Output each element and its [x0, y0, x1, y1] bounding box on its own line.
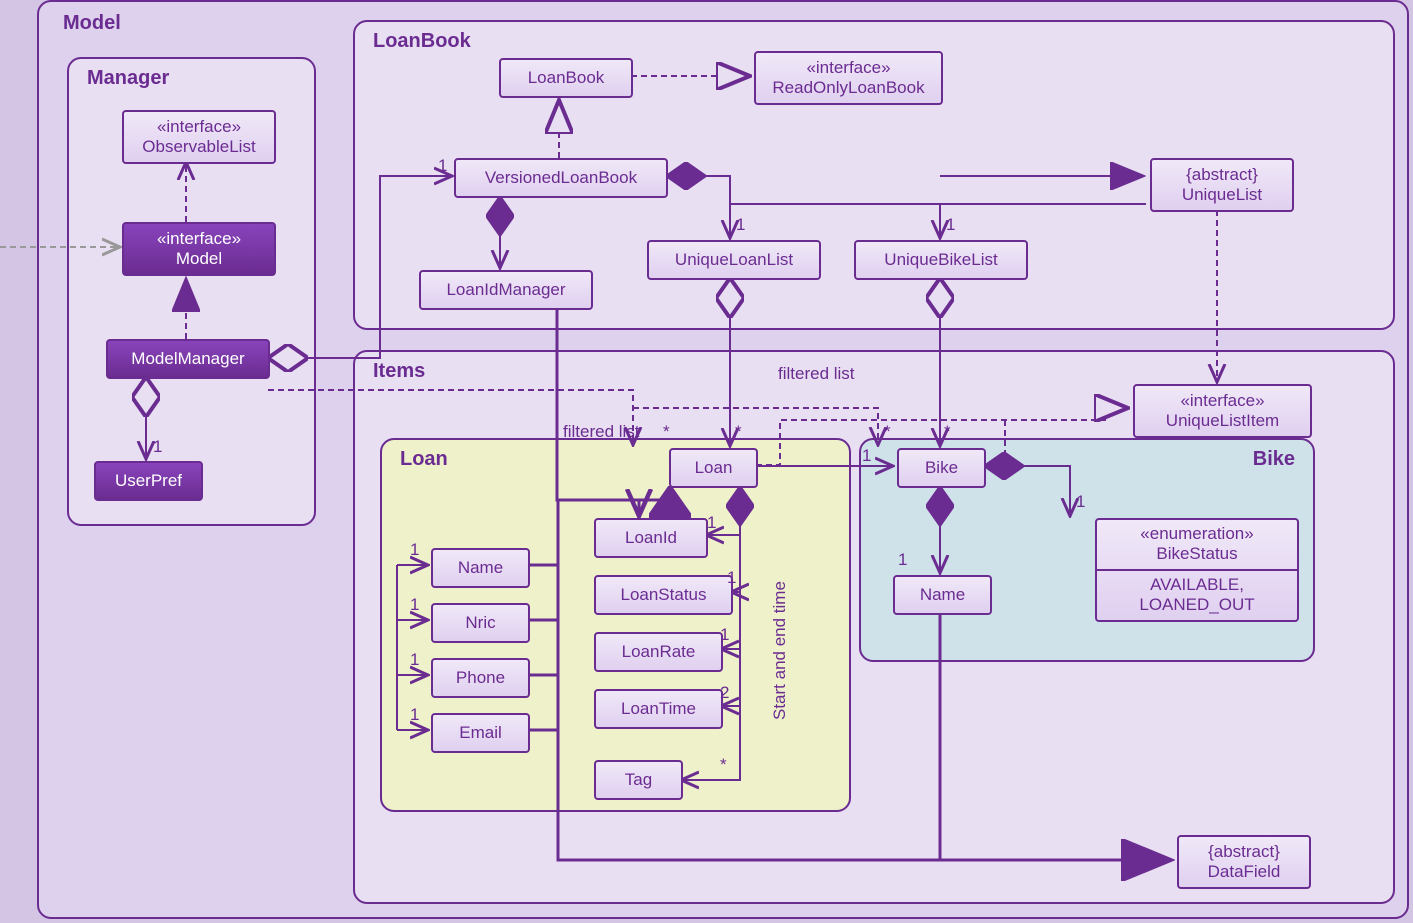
- class-name: Name: [458, 558, 503, 578]
- label-mult-star-bike1: *: [884, 422, 891, 442]
- enum-bikestatus: «enumeration» BikeStatus AVAILABLE, LOAN…: [1095, 518, 1299, 622]
- class-model-interface: «interface» Model: [122, 222, 276, 276]
- class-observablelist: «interface» ObservableList: [122, 110, 276, 164]
- class-name: LoanBook: [528, 68, 605, 88]
- label-mult-1-name: 1: [410, 540, 419, 560]
- class-loanid: LoanId: [594, 518, 708, 558]
- class-name: LoanTime: [621, 699, 696, 719]
- label-mult-1-bikename: 1: [898, 550, 907, 570]
- label-mult-star-tag: *: [720, 755, 727, 775]
- class-tag: Tag: [594, 760, 683, 800]
- package-title-items: Items: [373, 360, 425, 383]
- class-uniquebikelist: UniqueBikeList: [854, 240, 1028, 280]
- package-title-bike: Bike: [1253, 448, 1295, 471]
- class-nric: Nric: [431, 603, 530, 643]
- class-name: Tag: [625, 770, 652, 790]
- class-loanidmanager: LoanIdManager: [419, 270, 593, 310]
- class-name: ModelManager: [131, 349, 244, 369]
- label-mult-1-loanrate: 1: [720, 625, 729, 645]
- label-mult-1-loanid: 1: [707, 513, 716, 533]
- class-bike: Bike: [897, 448, 986, 488]
- label-mult-1-loanstatus: 1: [727, 568, 736, 588]
- class-name-bike: Name: [893, 575, 992, 615]
- class-name: Name: [920, 585, 965, 605]
- class-datafield: {abstract} DataField: [1177, 835, 1311, 889]
- class-name-loan: Name: [431, 548, 530, 588]
- stereotype: {abstract}: [1208, 842, 1280, 862]
- label-mult-1-vlb: 1: [438, 156, 447, 176]
- package-title-model: Model: [63, 12, 121, 35]
- label-mult-star-loan: *: [663, 422, 670, 442]
- label-filtered-2: filtered list: [778, 364, 855, 384]
- stereotype: «interface»: [806, 58, 890, 78]
- class-name: Bike: [925, 458, 958, 478]
- label-mult-1-nric: 1: [410, 595, 419, 615]
- class-name: DataField: [1208, 862, 1281, 882]
- class-name: UserPref: [115, 471, 182, 491]
- class-name: Nric: [465, 613, 495, 633]
- class-loan: Loan: [669, 448, 758, 488]
- class-uniquelist: {abstract} UniqueList: [1150, 158, 1294, 212]
- class-loanbook: LoanBook: [499, 58, 633, 98]
- class-name: VersionedLoanBook: [485, 168, 637, 188]
- label-mult-2-loantime: 2: [720, 683, 729, 703]
- class-versionedloanbook: VersionedLoanBook: [454, 158, 668, 198]
- class-loanrate: LoanRate: [594, 632, 723, 672]
- label-filtered-1: filtered list: [563, 422, 640, 442]
- class-name: LoanIdManager: [446, 280, 565, 300]
- class-loanstatus: LoanStatus: [594, 575, 733, 615]
- label-mult-1-bikestatus: 1: [1076, 492, 1085, 512]
- label-mult-star-loan2: *: [735, 422, 742, 442]
- package-title-loan: Loan: [400, 448, 448, 471]
- class-name: Phone: [456, 668, 505, 688]
- stereotype: «enumeration»: [1101, 524, 1293, 544]
- label-mult-1-userpref: 1: [153, 437, 162, 457]
- class-name: UniqueLoanList: [675, 250, 793, 270]
- label-mult-1-ull: 1: [736, 215, 745, 235]
- package-title-loanbook: LoanBook: [373, 30, 471, 53]
- class-phone: Phone: [431, 658, 530, 698]
- label-mult-1-loanbike: 1: [862, 446, 871, 466]
- class-name: Email: [459, 723, 502, 743]
- class-name: LoanStatus: [620, 585, 706, 605]
- class-name: ObservableList: [142, 137, 255, 157]
- stereotype: «interface»: [157, 229, 241, 249]
- label-mult-1-ubl: 1: [946, 215, 955, 235]
- stereotype: «interface»: [1180, 391, 1264, 411]
- package-title-manager: Manager: [87, 67, 169, 90]
- label-mult-1-phone: 1: [410, 650, 419, 670]
- class-name: Loan: [695, 458, 733, 478]
- class-modelmanager: ModelManager: [106, 339, 270, 379]
- label-mult-star-bike2: *: [944, 422, 951, 442]
- class-userpref: UserPref: [94, 461, 203, 501]
- stereotype: {abstract}: [1186, 165, 1258, 185]
- stereotype: «interface»: [157, 117, 241, 137]
- class-name: LoanRate: [622, 642, 696, 662]
- enum-values: AVAILABLE, LOANED_OUT: [1097, 571, 1297, 620]
- class-name: UniqueListItem: [1166, 411, 1279, 431]
- class-loantime: LoanTime: [594, 689, 723, 729]
- class-name: Model: [176, 249, 222, 269]
- class-email: Email: [431, 713, 530, 753]
- class-uniqueloanlist: UniqueLoanList: [647, 240, 821, 280]
- class-name: LoanId: [625, 528, 677, 548]
- label-mult-1-email: 1: [410, 705, 419, 725]
- class-uniquelistitem: «interface» UniqueListItem: [1133, 384, 1312, 438]
- class-readonlyloanbook: «interface» ReadOnlyLoanBook: [754, 51, 943, 105]
- class-name: UniqueList: [1182, 185, 1262, 205]
- class-name: ReadOnlyLoanBook: [772, 78, 924, 98]
- label-start-end-time: Start and end time: [770, 581, 790, 720]
- class-name: UniqueBikeList: [884, 250, 997, 270]
- enum-name: BikeStatus: [1101, 544, 1293, 564]
